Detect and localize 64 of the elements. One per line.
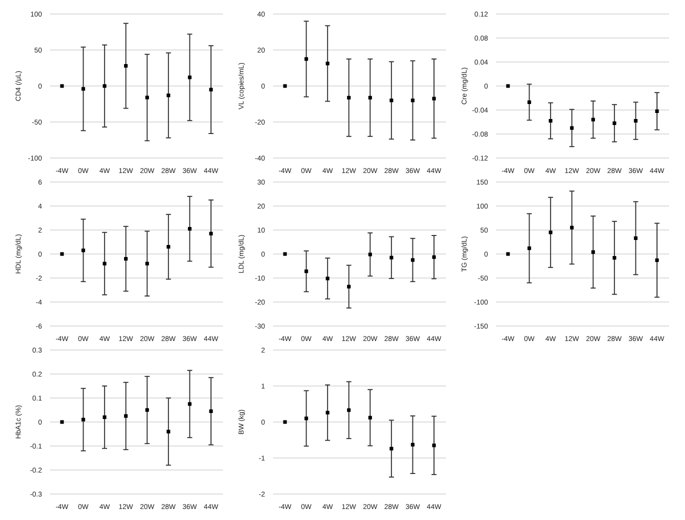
point bbox=[124, 414, 128, 418]
point bbox=[432, 444, 436, 448]
point bbox=[145, 96, 149, 100]
point bbox=[410, 98, 415, 102]
point bbox=[410, 258, 415, 262]
point bbox=[102, 262, 106, 266]
point bbox=[368, 252, 372, 256]
point bbox=[390, 98, 394, 102]
point bbox=[326, 62, 330, 66]
point bbox=[570, 126, 574, 130]
point bbox=[60, 420, 64, 424]
point bbox=[209, 232, 213, 236]
point bbox=[506, 252, 510, 256]
point bbox=[102, 415, 106, 419]
point bbox=[188, 227, 192, 231]
point bbox=[548, 119, 552, 123]
point bbox=[166, 94, 170, 98]
point bbox=[283, 252, 287, 256]
point bbox=[124, 257, 128, 261]
point bbox=[60, 252, 64, 256]
point bbox=[390, 446, 394, 450]
point bbox=[527, 246, 532, 250]
point bbox=[432, 96, 436, 100]
point bbox=[655, 109, 659, 113]
point bbox=[347, 408, 351, 412]
point bbox=[570, 226, 574, 230]
point bbox=[166, 430, 170, 434]
point bbox=[145, 262, 149, 266]
point bbox=[432, 255, 436, 259]
point bbox=[124, 64, 128, 68]
point bbox=[506, 84, 510, 88]
point bbox=[655, 258, 659, 262]
point bbox=[410, 442, 415, 446]
point bbox=[368, 96, 372, 100]
point bbox=[591, 250, 595, 254]
point bbox=[390, 256, 394, 260]
point bbox=[612, 121, 616, 125]
point bbox=[283, 420, 287, 424]
point bbox=[145, 408, 149, 412]
point bbox=[548, 230, 552, 234]
point bbox=[283, 84, 287, 88]
point bbox=[60, 84, 64, 88]
point bbox=[347, 96, 351, 100]
point bbox=[81, 248, 86, 252]
point bbox=[368, 416, 372, 420]
point bbox=[188, 76, 192, 80]
point bbox=[209, 409, 213, 413]
point bbox=[304, 416, 308, 420]
point bbox=[166, 245, 170, 249]
point bbox=[81, 87, 86, 91]
point bbox=[527, 100, 532, 104]
point bbox=[102, 84, 106, 88]
point bbox=[612, 256, 616, 260]
point bbox=[209, 88, 213, 92]
point bbox=[634, 236, 638, 240]
point bbox=[304, 269, 308, 274]
point bbox=[326, 410, 330, 414]
point bbox=[304, 57, 308, 61]
point bbox=[188, 402, 192, 406]
point bbox=[591, 118, 595, 122]
point bbox=[634, 119, 638, 123]
point bbox=[347, 284, 351, 288]
point bbox=[81, 418, 86, 422]
point bbox=[326, 276, 330, 280]
